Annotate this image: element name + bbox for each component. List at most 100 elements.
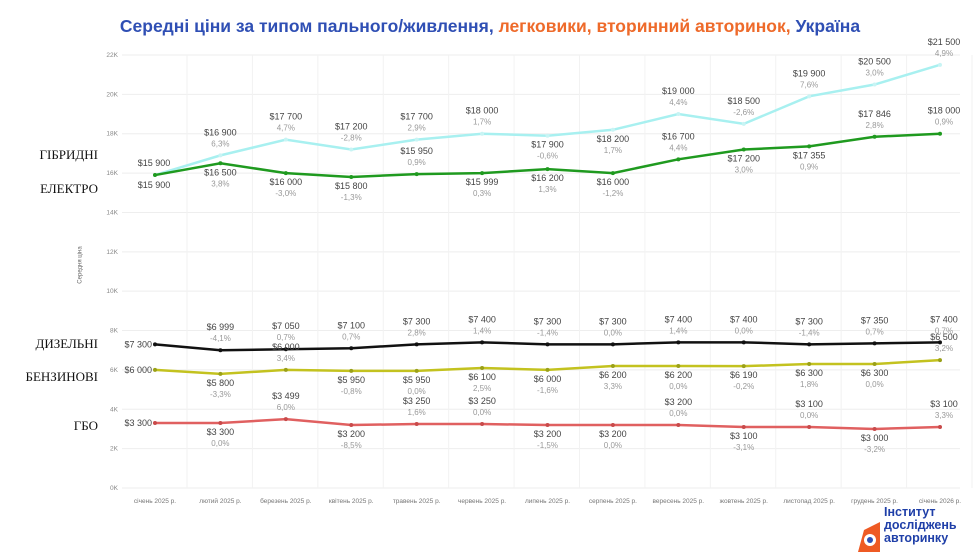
y-tick-label: 0K	[110, 485, 119, 492]
data-point	[938, 62, 942, 67]
data-point	[349, 368, 354, 373]
data-label: $7 300	[599, 316, 627, 326]
change-label: 1,8%	[800, 380, 818, 389]
y-tick-label: 6K	[110, 367, 119, 374]
change-label: 0,3%	[473, 189, 491, 198]
data-label: $18 000	[928, 106, 961, 116]
x-tick-label: березень 2025 р.	[260, 497, 312, 505]
data-label: $7 050	[272, 321, 300, 331]
change-label: 0,9%	[935, 118, 953, 127]
change-label: 0,9%	[800, 162, 818, 171]
data-point	[349, 175, 354, 180]
change-label: 0,0%	[604, 328, 622, 337]
change-label: 3,3%	[604, 382, 622, 391]
data-point	[545, 167, 550, 172]
data-label: $7 300	[124, 339, 152, 349]
data-point	[872, 341, 877, 346]
data-point	[283, 171, 288, 176]
data-point	[349, 147, 354, 152]
change-label: 0,0%	[800, 411, 818, 420]
change-label: -0,2%	[733, 382, 754, 391]
title-part-1: Середні ціни за типом пального/живлення,	[119, 16, 499, 36]
data-label: $3 200	[665, 397, 693, 407]
data-point	[283, 417, 288, 422]
change-label: 1,7%	[473, 118, 491, 127]
logo-line-2: досліджень	[884, 518, 957, 532]
data-label: $7 400	[930, 314, 958, 324]
x-tick-label: червень 2025 р.	[458, 498, 506, 505]
data-point	[414, 172, 419, 177]
data-point	[741, 147, 746, 152]
data-point	[545, 133, 550, 138]
change-label: 3,8%	[211, 179, 229, 188]
change-label: 3,0%	[865, 69, 883, 78]
series-label-diesel: ДИЗЕЛЬНІ	[35, 336, 98, 351]
series-label-hybrid: ГІБРИДНІ	[39, 147, 98, 162]
data-label: $16 000	[270, 177, 303, 187]
data-label: $7 100	[337, 320, 365, 330]
series-label-electric: ЕЛЕКТРО	[40, 181, 98, 196]
change-label: 7,6%	[800, 80, 818, 89]
change-label: -1,4%	[799, 328, 820, 337]
data-label: $3 250	[403, 396, 431, 406]
change-label: 0,7%	[342, 332, 360, 341]
logo-icon	[858, 522, 880, 552]
data-label: $19 000	[662, 86, 695, 96]
change-label: 6,0%	[277, 403, 295, 412]
data-point	[610, 363, 615, 368]
data-point	[283, 137, 288, 142]
data-label: $6 000	[534, 374, 562, 384]
change-label: 0,7%	[865, 327, 883, 336]
data-label: $3 200	[599, 429, 627, 439]
change-label: 1,4%	[473, 326, 491, 335]
title-part-3: Україна	[795, 16, 861, 36]
data-point	[872, 362, 877, 367]
data-label: $7 350	[861, 315, 889, 325]
data-point	[349, 423, 354, 428]
y-tick-label: 4K	[110, 406, 119, 413]
x-tick-label: січень 2025 р.	[134, 497, 176, 505]
data-point	[218, 421, 223, 426]
data-point	[807, 94, 812, 99]
change-label: 6,3%	[211, 139, 229, 148]
data-point	[480, 131, 485, 136]
change-label: -3,2%	[864, 445, 885, 454]
change-label: 4,9%	[935, 49, 953, 58]
series-label-lpg: ГБО	[73, 418, 98, 433]
x-tick-label: квітень 2025 р.	[329, 497, 374, 505]
data-point	[872, 134, 877, 139]
change-label: -2,8%	[341, 133, 362, 142]
data-point	[414, 422, 419, 427]
x-tick-label: лютий 2025 р.	[199, 497, 241, 505]
data-label: $6 200	[665, 370, 693, 380]
data-label: $5 800	[207, 378, 235, 388]
data-label: $15 999	[466, 177, 499, 187]
y-tick-label: 18K	[106, 131, 118, 138]
data-point	[545, 367, 550, 372]
change-label: 0,0%	[473, 408, 491, 417]
x-tick-label: липень 2025 р.	[525, 498, 570, 505]
change-label: 0,7%	[277, 333, 295, 342]
data-label: $6 100	[468, 372, 496, 382]
data-point	[807, 362, 812, 367]
y-tick-label: 14K	[106, 209, 118, 216]
data-label: $3 300	[207, 427, 235, 437]
x-tick-label: серпень 2025 р.	[589, 498, 637, 505]
data-point	[741, 340, 746, 345]
data-point	[153, 173, 157, 178]
data-label: $16 900	[204, 127, 237, 137]
data-label: $17 846	[858, 109, 891, 119]
change-label: -1,2%	[602, 189, 623, 198]
data-point	[153, 342, 157, 347]
change-label: -0,6%	[537, 152, 558, 161]
data-point	[610, 171, 615, 176]
x-tick-label: грудень 2025 р.	[851, 498, 898, 505]
change-label: 0,9%	[408, 158, 426, 167]
series-label-petrol: БЕНЗИНОВІ	[25, 369, 98, 384]
data-point	[807, 342, 812, 347]
data-label: $7 300	[534, 316, 562, 326]
data-point	[283, 347, 288, 352]
change-label: 2,8%	[408, 328, 426, 337]
x-tick-label: листопад 2025 р.	[783, 498, 835, 505]
logo-text: Інститут досліджень авторинку	[884, 506, 957, 545]
